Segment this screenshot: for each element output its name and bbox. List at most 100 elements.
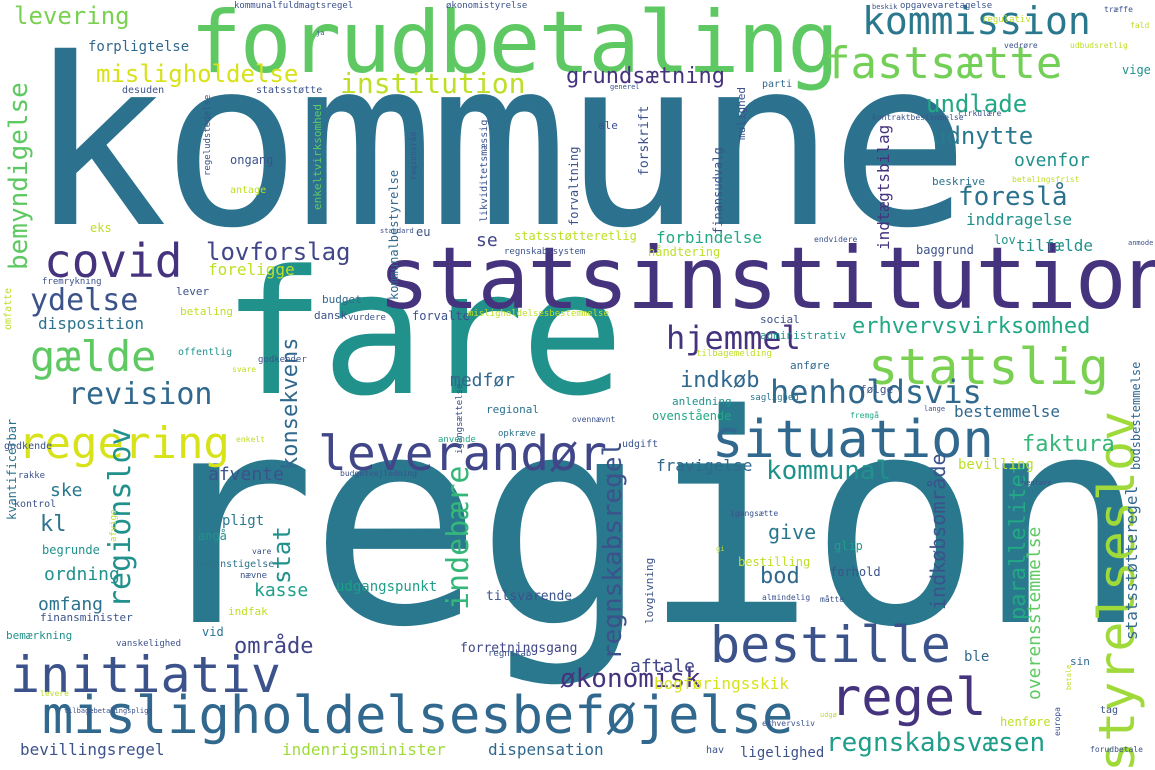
word-endvidere: endvidere: [814, 235, 858, 244]
word-ske: ske: [50, 480, 83, 501]
word-misligholdelsesbefojelse: misligholdelsesbeføjelse: [42, 686, 794, 746]
word-statsstotte: statsstøtte: [256, 85, 323, 96]
word-udgoe: udgø: [820, 711, 837, 719]
word-opgavevaretagelse: opgavevaretagelse: [900, 1, 993, 11]
word-offentlig: offentlig: [178, 347, 233, 358]
word-covid: covid: [44, 234, 183, 288]
word-forpligtelse: forpligtelse: [88, 39, 190, 55]
word-kommission: kommission: [862, 0, 1091, 43]
word-inddragelse: inddragelse: [966, 210, 1072, 229]
word-rakke: rakke: [18, 471, 46, 481]
word-ordning: ordning: [44, 564, 120, 585]
word-anfore: anføre: [790, 359, 830, 372]
word-bogforingsskik: bogføringsskik: [654, 674, 789, 693]
word-antage: antage: [230, 185, 267, 196]
word-kvantificerbar: kvantificerbar: [5, 418, 19, 520]
word-bemaerkning: bemærkning: [6, 629, 73, 642]
word-kontraktbestemmelse: kontraktbestemmelse: [872, 113, 964, 122]
word-aftale: aftale: [630, 656, 696, 677]
word-udnytte: udnytte: [932, 122, 1034, 150]
word-indebaere: indebære: [441, 465, 476, 611]
word-betale: betale: [1065, 664, 1073, 690]
word-ovenfor: ovenfor: [1014, 150, 1090, 171]
word-vurdere: vurdere: [348, 313, 386, 323]
word-overensstemmelse: overensstemmelse: [1024, 526, 1045, 700]
word-grundsaetning: grundsætning: [566, 64, 725, 89]
word-regering: regering: [18, 418, 230, 469]
word-lovforslag: lovforslag: [206, 238, 351, 266]
word-forudbetaling: forudbetaling: [190, 0, 839, 93]
word-bemyndigelse: bemyndigelse: [4, 82, 34, 270]
word-ovenstaende: ovenstående: [652, 409, 732, 423]
word-anga: angå: [198, 529, 227, 543]
word-bevilling: bevilling: [958, 457, 1034, 473]
word-social: social: [760, 313, 800, 326]
word-hjemmel: hjemmel: [666, 319, 801, 357]
word-regnskab: regnskab: [488, 649, 532, 659]
word-undlade: undlade: [926, 90, 1028, 118]
word-sin: sin: [1070, 655, 1090, 668]
word-godkende: godkende: [4, 441, 53, 452]
word-bestemmelse: bestemmelse: [954, 402, 1060, 421]
word-finansudvalg: finansudvalg: [711, 147, 725, 234]
word-misligholdelse: misligholdelse: [96, 60, 299, 88]
word-europa: europa: [1053, 707, 1062, 736]
word-begunstigelse: begunstigelse: [196, 559, 275, 570]
word-generel: generel: [610, 83, 640, 91]
word-tilsvarende: tilsvarende: [486, 589, 573, 604]
word-kommunal: kommunal: [766, 456, 892, 486]
word-enkeltvirksomhed: enkeltvirksomhed: [311, 104, 324, 210]
word-pligt: pligt: [222, 513, 265, 529]
word-foreligge: foreligge: [208, 260, 295, 279]
word-okonomistyrelse: økonomistyrelse: [446, 1, 528, 11]
word-ale: ale: [598, 119, 618, 132]
word-forvalte: forvalte: [412, 309, 470, 323]
word-fare: fare: [222, 233, 624, 434]
word-regulativ: regulativ: [982, 15, 1031, 25]
word-opkraeve: opkræve: [498, 429, 536, 439]
word-initiativ: initiativ: [10, 646, 281, 704]
word-traeffe: træffe: [1104, 5, 1133, 14]
word-kl: kl: [40, 512, 67, 537]
word-kommune: kommune: [28, 9, 970, 279]
word-regnskabsregel: regnskabsregel: [598, 440, 628, 660]
word-matte: måtte: [820, 595, 845, 604]
word-region: region: [142, 354, 1150, 691]
word-udbudsretlig: udbudsretlig: [1070, 41, 1128, 50]
word-vid: vid: [202, 625, 224, 639]
word-indkob: indkøb: [680, 368, 760, 393]
word-kasse: kasse: [254, 580, 309, 601]
word-forskrift: forskrift: [637, 105, 652, 176]
word-fastsaette: fastsætte: [824, 38, 1063, 89]
word-standard: standard: [380, 227, 414, 235]
word-situation: situation: [712, 410, 994, 470]
word-cirkulaer: cirkulære: [958, 109, 1002, 118]
word-regionsrad: regionsråd: [409, 131, 418, 180]
word-vige: vige: [1122, 63, 1151, 77]
word-give: give: [768, 520, 817, 544]
word-vedrore: vedrøre: [1004, 41, 1038, 50]
word-se: se: [476, 230, 498, 251]
word-betaling: betaling: [180, 305, 233, 318]
word-omrade: område: [234, 634, 314, 659]
word-udgangspunkt: udgangspunkt: [336, 579, 438, 595]
word-budgetvejledning: budgetvejledning: [340, 469, 418, 478]
word-indfak: indfak: [228, 605, 268, 618]
word-desuden: desuden: [122, 85, 165, 96]
word-bod: bod: [760, 564, 800, 589]
word-indtaegtsbilag: indtægtsbilag: [874, 124, 893, 250]
word-eks: eks: [90, 221, 112, 235]
word-ydelse: ydelse: [30, 283, 139, 318]
word-faktura: faktura: [1022, 432, 1115, 457]
word-forvaltning: forvaltning: [567, 146, 581, 226]
word-anledning: anledning: [672, 395, 732, 408]
word-kontrol: kontrol: [14, 499, 57, 510]
word-medfore: medføre: [1022, 479, 1052, 487]
word-dispensation: dispensation: [488, 740, 604, 759]
word-fravigelse: fravigelse: [656, 456, 753, 475]
word-erhvervsvirksomhed: erhvervsvirksomhed: [852, 314, 1091, 339]
word-parti: parti: [762, 79, 793, 90]
word-afvente: afvente: [208, 464, 284, 485]
word-statsstottteretlig: statsstøtteretlig: [514, 229, 637, 243]
